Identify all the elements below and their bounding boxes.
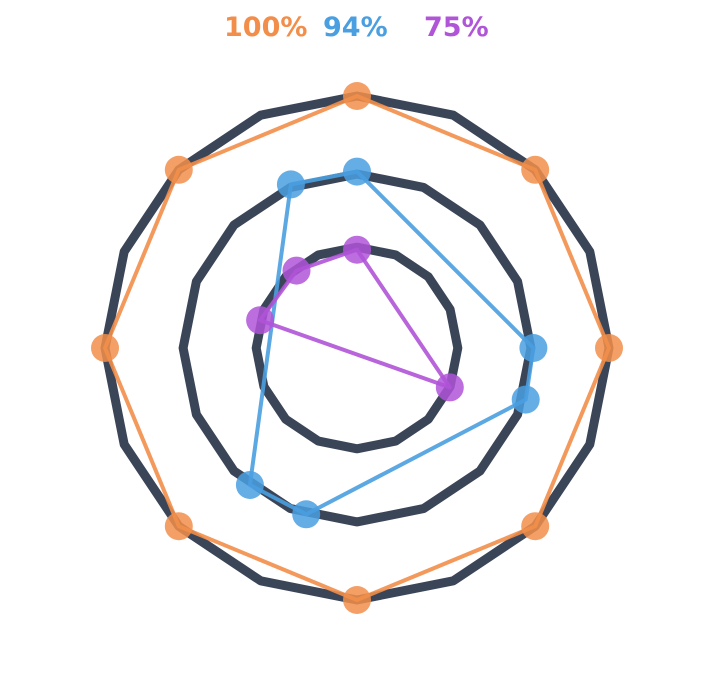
legend-item-94-percent: 94% (323, 12, 388, 43)
series-3-point-4 (435, 373, 464, 402)
series-1-point-3 (343, 82, 371, 110)
series-points (91, 82, 623, 614)
grid-ring-2 (178, 169, 536, 527)
series-line-2 (247, 169, 536, 517)
series-3-point-3 (246, 306, 275, 335)
chart-legend: 100% 94% 75% (0, 8, 708, 48)
series-2-point-2 (343, 157, 371, 186)
series-1-point-6 (164, 512, 193, 541)
series-1-point-2 (521, 155, 550, 184)
series-2-point-4 (235, 471, 264, 499)
series-2-point-3 (276, 170, 305, 199)
legend-item-75-percent: 75% (424, 12, 489, 43)
series-1-point-7 (343, 586, 371, 614)
series-1-point-4 (164, 155, 193, 184)
series-1-point-8 (521, 512, 550, 541)
series-2-point-1 (519, 334, 548, 362)
legend-item-100-percent: 100% (224, 12, 308, 43)
series-1-point-1 (595, 334, 623, 362)
series-3-point-1 (343, 235, 371, 264)
series-1-point-5 (91, 334, 119, 362)
series-3-point-2 (282, 256, 311, 285)
grid-ring-3 (251, 242, 463, 454)
series-2-point-6 (511, 385, 540, 414)
series-2-point-5 (292, 500, 321, 529)
